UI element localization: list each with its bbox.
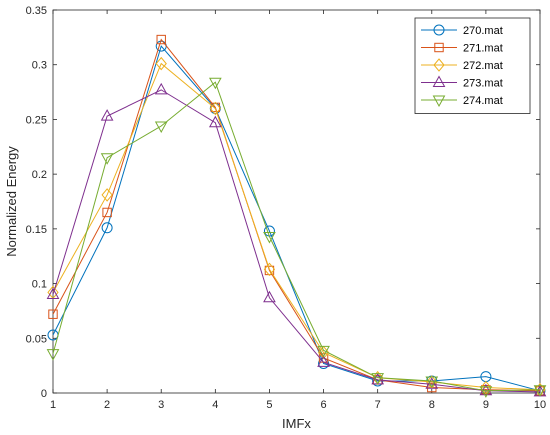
y-tick-label: 0.1 <box>32 279 47 291</box>
legend-label: 273.mat <box>463 78 503 90</box>
legend-label: 270.mat <box>463 25 503 37</box>
data-point <box>317 355 330 367</box>
data-point <box>427 382 437 393</box>
legend-entry: 270.mat <box>421 24 503 37</box>
legend-entry: 272.mat <box>421 58 503 72</box>
series-line <box>52 45 541 392</box>
data-point <box>425 377 439 389</box>
legend-entry: 274.mat <box>421 95 503 108</box>
data-point <box>371 373 385 385</box>
y-tick-label: 0.05 <box>26 333 47 345</box>
legend-marker <box>432 95 446 108</box>
legend-label: 271.mat <box>463 43 503 55</box>
legend-marker <box>433 24 445 36</box>
y-tick-label: 0.15 <box>26 224 47 236</box>
data-point <box>317 345 330 358</box>
data-point <box>154 121 168 134</box>
y-tick-label: 0.2 <box>32 169 47 181</box>
x-tick-label: 9 <box>483 399 489 411</box>
x-tick-label: 4 <box>212 399 218 411</box>
data-point <box>533 385 547 397</box>
x-tick-label: 2 <box>104 399 110 411</box>
data-point <box>263 262 276 277</box>
x-tick-label: 8 <box>429 399 435 411</box>
y-tick-label: 0.25 <box>26 114 47 126</box>
data-point <box>46 287 60 300</box>
legend-entry: 273.mat <box>421 75 503 90</box>
y-tick-label: 0.3 <box>32 60 47 72</box>
x-tick-label: 10 <box>534 399 546 411</box>
y-tick-label: 0.35 <box>26 5 47 17</box>
legend-marker <box>433 58 445 72</box>
data-point <box>100 109 114 121</box>
data-point <box>48 309 58 319</box>
y-axis-label: Normalized Energy <box>4 146 19 257</box>
data-point <box>480 380 492 395</box>
series-line <box>52 38 541 392</box>
x-axis-label: IMFx <box>282 416 311 431</box>
y-tick-label: 0 <box>41 388 47 400</box>
series-274.mat <box>46 77 547 398</box>
legend-marker <box>432 75 446 87</box>
series-line <box>52 62 541 391</box>
data-point <box>479 386 493 398</box>
x-tick-label: 6 <box>320 399 326 411</box>
data-point <box>156 34 166 45</box>
legend-label: 272.mat <box>463 60 503 72</box>
data-point <box>425 376 439 389</box>
data-point <box>209 101 221 116</box>
data-point <box>46 349 60 361</box>
x-tick-label: 1 <box>50 399 56 411</box>
x-tick-label: 3 <box>158 399 164 411</box>
data-point <box>208 77 222 90</box>
series-line <box>52 81 541 392</box>
legend: 270.mat 271.mat 272.mat 273.mat 274.mat <box>414 17 531 114</box>
data-point <box>154 82 168 95</box>
data-point <box>101 222 113 234</box>
x-tick-label: 7 <box>375 399 381 411</box>
data-point <box>155 56 167 71</box>
series-line <box>52 89 541 393</box>
data-point <box>208 115 222 128</box>
data-point <box>101 188 113 202</box>
legend-entry: 271.mat <box>421 43 503 55</box>
data-point <box>263 232 276 244</box>
data-point <box>263 290 276 303</box>
data-point <box>102 207 112 218</box>
data-point <box>100 153 114 165</box>
x-tick-label: 5 <box>266 399 272 411</box>
legend-marker <box>434 42 444 53</box>
legend-label: 274.mat <box>463 95 503 107</box>
